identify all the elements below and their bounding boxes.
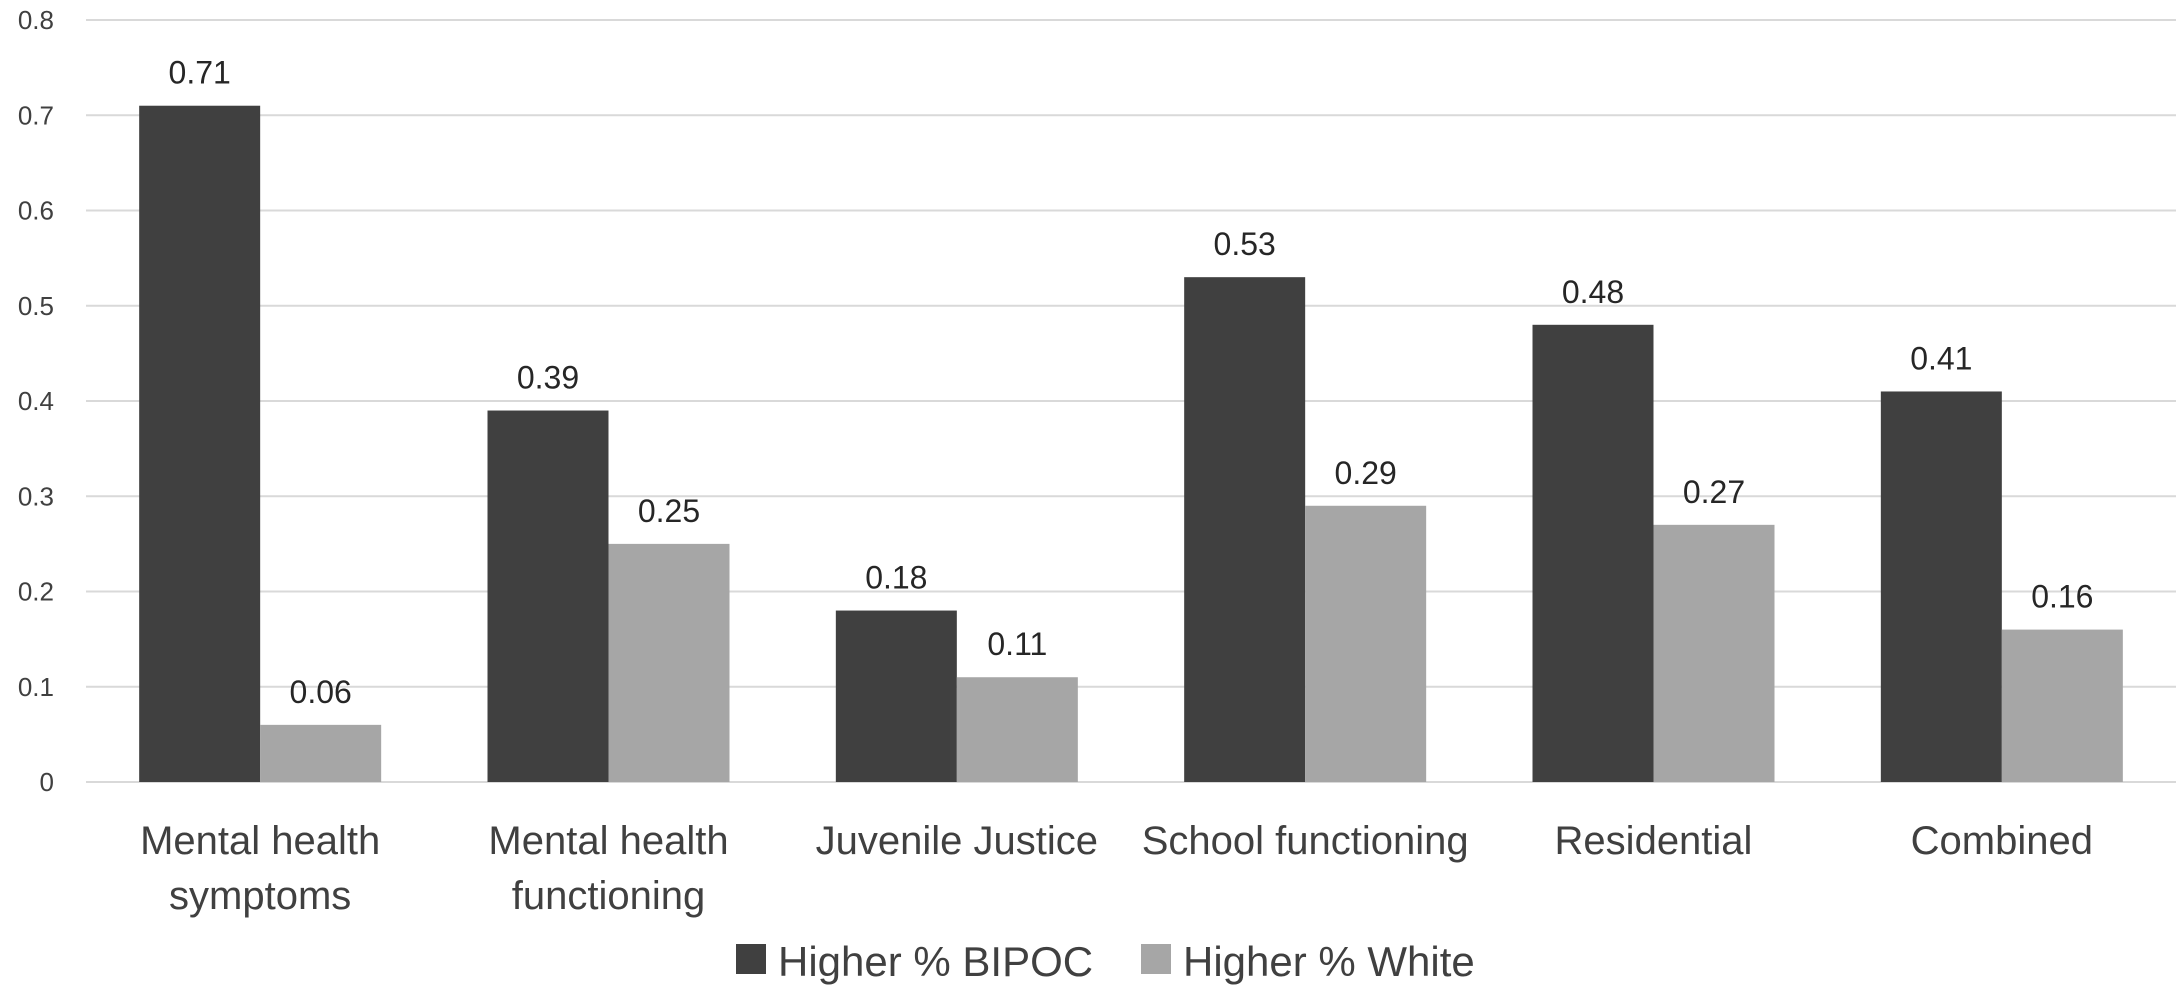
data-label: 0.25 [638, 493, 700, 529]
x-axis-labels: Mental health symptoms Mental health functi… [140, 819, 2093, 918]
data-label: 0.53 [1214, 226, 1276, 262]
y-tick-label: 0.8 [18, 5, 54, 35]
data-labels: 0.71 0.39 0.18 0.53 0.48 0.41 0.06 0.25 0.11 0.29… [169, 55, 2094, 710]
bar-bipoc [835, 610, 957, 782]
bar-white [956, 677, 1078, 782]
bar-bipoc [1880, 391, 2002, 782]
bar-white [1305, 505, 1427, 782]
data-label: 0.11 [987, 626, 1047, 662]
category-label-line: functioning [512, 874, 705, 918]
bar-bipoc [1532, 324, 1654, 782]
bars [139, 105, 2123, 783]
y-tick-label: 0.1 [18, 672, 54, 702]
data-label: 0.27 [1683, 474, 1745, 510]
category-label-line: Residential [1555, 819, 1753, 863]
category-label: Combined [1911, 819, 2093, 863]
legend-swatch [1141, 944, 1171, 974]
category-label-line: Combined [1911, 819, 2093, 863]
y-gridlines [86, 19, 2176, 783]
y-axis-ticks: 0 0.1 0.2 0.3 0.4 0.5 0.6 0.7 0.8 [18, 5, 54, 797]
y-tick-label: 0.3 [18, 481, 54, 511]
data-label: 0.41 [1910, 340, 1972, 376]
data-label: 0.16 [2031, 579, 2093, 615]
y-tick-label: 0.7 [18, 100, 54, 130]
bar-bipoc [139, 105, 261, 783]
y-tick-label: 0 [40, 767, 54, 797]
data-label: 0.29 [1335, 455, 1397, 491]
bar-bipoc [487, 410, 609, 782]
bar-white [1653, 524, 1775, 782]
y-tick-label: 0.6 [18, 196, 54, 226]
data-label: 0.39 [517, 360, 579, 396]
bar-white [2001, 629, 2123, 782]
data-label: 0.71 [169, 55, 231, 91]
legend: Higher % BIPOC Higher % White [736, 938, 1475, 985]
category-label: Mental health functioning [488, 819, 728, 918]
category-label: Residential [1555, 819, 1753, 863]
y-tick-label: 0.2 [18, 577, 54, 607]
data-label: 0.18 [865, 560, 927, 596]
category-label: Mental health symptoms [140, 819, 380, 918]
category-label-line: School functioning [1142, 819, 1469, 863]
bar-bipoc [1184, 277, 1306, 782]
category-label-line: symptoms [169, 874, 351, 918]
data-label: 0.06 [290, 674, 352, 710]
data-label: 0.48 [1562, 274, 1624, 310]
category-label-line: Mental health [488, 819, 728, 863]
bar-white [260, 724, 382, 782]
category-label-line: Mental health [140, 819, 380, 863]
y-tick-label: 0.5 [18, 291, 54, 321]
category-label: Juvenile Justice [816, 819, 1098, 863]
bar-white [608, 543, 730, 782]
y-tick-label: 0.4 [18, 386, 54, 416]
legend-swatch [736, 944, 766, 974]
legend-label: Higher % BIPOC [778, 938, 1093, 985]
legend-label: Higher % White [1183, 938, 1475, 985]
category-label: School functioning [1142, 819, 1469, 863]
category-label-line: Juvenile Justice [816, 819, 1098, 863]
